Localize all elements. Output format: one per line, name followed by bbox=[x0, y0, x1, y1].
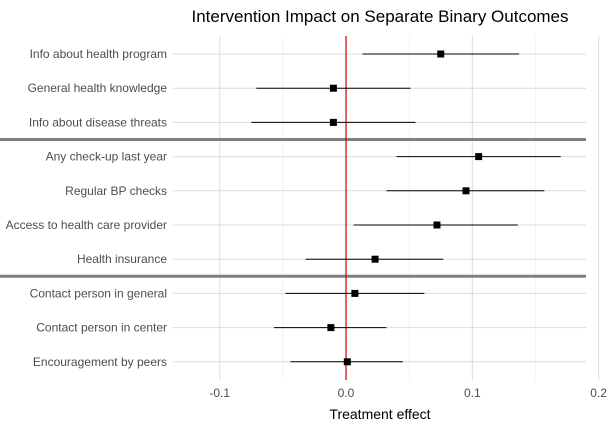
y-tick-label: Health insurance bbox=[77, 252, 167, 266]
x-tick-label: 0.2 bbox=[590, 386, 607, 400]
point-estimate bbox=[329, 118, 337, 126]
x-axis-title: Treatment effect bbox=[329, 406, 430, 422]
point-estimate bbox=[371, 255, 379, 263]
chart-title: Intervention Impact on Separate Binary O… bbox=[191, 7, 568, 26]
y-tick-label: Encouragement by peers bbox=[33, 355, 167, 369]
y-tick-label: Contact person in center bbox=[36, 321, 167, 335]
point-estimate bbox=[329, 84, 337, 92]
point-estimate bbox=[462, 187, 470, 195]
point-estimate bbox=[343, 358, 351, 366]
y-tick-label: General health knowledge bbox=[28, 81, 168, 95]
y-tick-label: Info about disease threats bbox=[29, 115, 167, 129]
y-tick-label: Contact person in general bbox=[30, 286, 167, 300]
x-tick-label: 0.0 bbox=[338, 386, 355, 400]
y-tick-label: Regular BP checks bbox=[65, 184, 167, 198]
x-tick-label: 0.1 bbox=[464, 386, 481, 400]
point-estimate bbox=[475, 153, 483, 161]
y-tick-label: Info about health program bbox=[30, 47, 167, 61]
y-tick-label: Access to health care provider bbox=[6, 218, 167, 232]
point-estimate bbox=[433, 221, 441, 229]
x-tick-label: -0.1 bbox=[209, 386, 230, 400]
point-estimate bbox=[437, 50, 445, 58]
point-estimate bbox=[351, 289, 359, 297]
point-estimate bbox=[327, 324, 335, 332]
plot-area: -0.1 0.0 0.1 0.2 Info about health program Ge… bbox=[0, 36, 607, 400]
y-tick-label: Any check-up last year bbox=[46, 150, 167, 164]
plot-panel bbox=[173, 36, 586, 380]
